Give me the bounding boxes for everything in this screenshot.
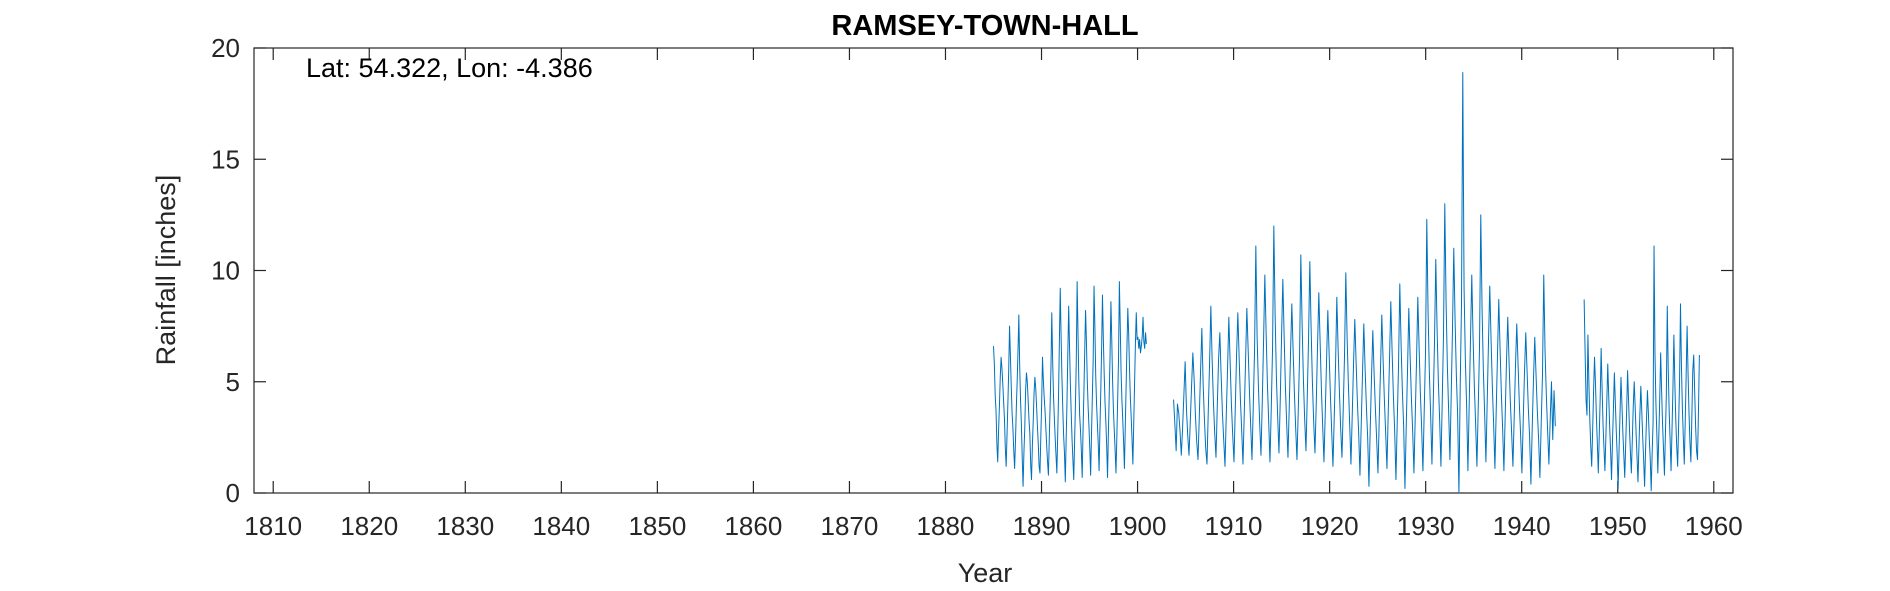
y-tick-label: 5: [226, 367, 240, 397]
x-tick-label: 1880: [917, 511, 975, 541]
x-tick-label: 1830: [436, 511, 494, 541]
x-tick-label: 1810: [244, 511, 302, 541]
y-axis-label: Rainfall [inches]: [151, 175, 181, 366]
x-tick-label: 1850: [628, 511, 686, 541]
rainfall-series: [993, 71, 1700, 494]
x-tick-label: 1910: [1205, 511, 1263, 541]
x-tick-label: 1890: [1013, 511, 1071, 541]
x-tick-label: 1860: [724, 511, 782, 541]
x-tick-label: 1820: [340, 511, 398, 541]
location-annotation: Lat: 54.322, Lon: -4.386: [306, 53, 593, 83]
y-tick-label: 20: [211, 33, 240, 63]
chart-title: RAMSEY-TOWN-HALL: [831, 10, 1138, 42]
rainfall-line-segment: [1583, 245, 1700, 492]
x-tick-label: 1950: [1589, 511, 1647, 541]
y-tick-label: 15: [211, 144, 240, 174]
y-axis-ticks: 0 5 10 15 20: [211, 33, 1733, 508]
x-tick-label: 1870: [821, 511, 879, 541]
x-axis-label: Year: [958, 558, 1013, 588]
rainfall-line-segment: [993, 281, 1147, 487]
x-tick-label: 1840: [532, 511, 590, 541]
x-axis-ticks: 1810 1820 1830 1840 1850 1860 1870 1880 1890 1900…: [244, 48, 1743, 541]
y-tick-label: 10: [211, 256, 240, 286]
x-tick-label: 1930: [1397, 511, 1455, 541]
y-tick-label: 0: [226, 478, 240, 508]
x-tick-label: 1960: [1685, 511, 1743, 541]
x-tick-label: 1940: [1493, 511, 1551, 541]
x-tick-label: 1920: [1301, 511, 1359, 541]
x-tick-label: 1900: [1109, 511, 1167, 541]
rainfall-line-segment: [1173, 71, 1556, 494]
